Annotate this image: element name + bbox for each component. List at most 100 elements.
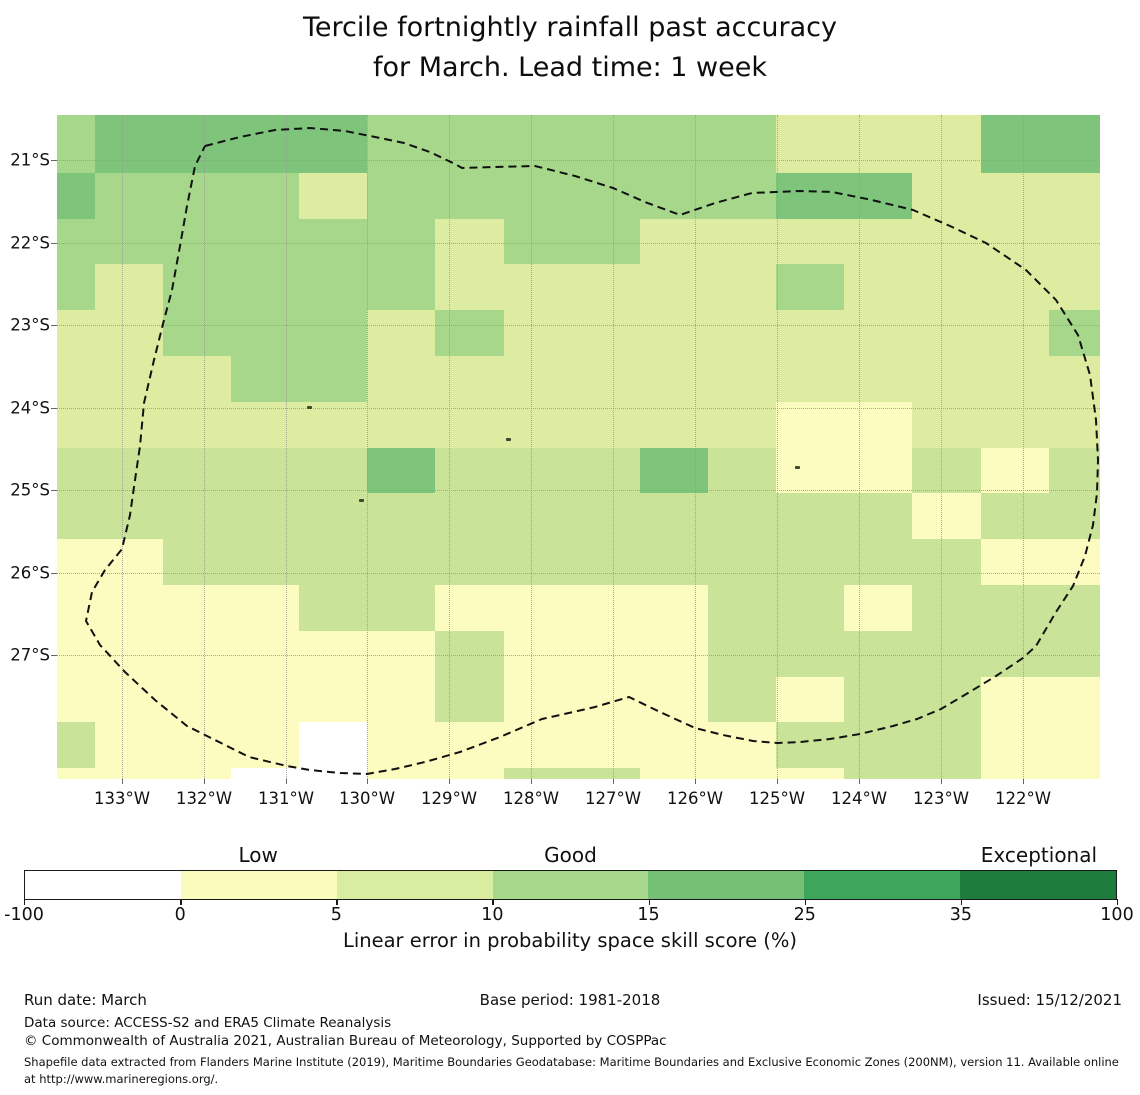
map-cell xyxy=(640,585,708,631)
lat-tick-label: 25°S xyxy=(10,480,50,500)
lon-tick-label: 133°W xyxy=(93,789,151,808)
map-cell xyxy=(435,402,504,448)
map-cell xyxy=(57,402,95,448)
map-cell xyxy=(981,173,1049,219)
map-cell xyxy=(435,539,504,585)
map-cell xyxy=(640,493,708,539)
map-cell xyxy=(504,768,572,779)
map-cell xyxy=(981,356,1049,402)
map-cell xyxy=(299,631,367,677)
map-cell xyxy=(299,448,367,493)
map-cell xyxy=(299,402,367,448)
data-source-text: Data source: ACCESS-S2 and ERA5 Climate … xyxy=(24,1015,392,1031)
grid-line-vertical xyxy=(204,115,205,779)
map-cell xyxy=(231,448,299,493)
map-cell xyxy=(981,402,1049,448)
map-cell xyxy=(572,264,640,310)
map-cell xyxy=(95,539,163,585)
map-cell xyxy=(912,677,981,722)
map-cell xyxy=(299,219,367,264)
map-cell xyxy=(844,219,912,264)
run-date-text: Run date: March xyxy=(24,991,147,1009)
legend-tick-mark xyxy=(1117,899,1119,905)
map-cell xyxy=(163,768,231,779)
map-cell xyxy=(708,310,776,356)
lat-tick-label: 23°S xyxy=(10,315,50,335)
map-cell xyxy=(504,115,572,173)
map-cell xyxy=(912,585,981,631)
map-cell xyxy=(912,115,981,173)
map-cell xyxy=(57,768,95,779)
grid-line-horizontal xyxy=(57,160,1100,161)
lat-tick-label: 27°S xyxy=(10,645,50,665)
lon-tick-label: 126°W xyxy=(666,789,724,808)
map-cell xyxy=(231,585,299,631)
map-cell xyxy=(912,219,981,264)
map-cell xyxy=(435,677,504,722)
map-cell xyxy=(572,310,640,356)
map-cell xyxy=(231,115,299,173)
map-cell xyxy=(1049,677,1100,722)
legend-segment xyxy=(804,871,961,899)
grid-line-horizontal xyxy=(57,243,1100,244)
lon-tick-mark xyxy=(1023,779,1024,784)
legend-segment xyxy=(648,871,805,899)
legend-colorbar xyxy=(24,870,1117,900)
map-cell xyxy=(640,264,708,310)
lon-tick-label: 125°W xyxy=(748,789,806,808)
map-cell xyxy=(776,402,844,448)
map-cell xyxy=(844,631,912,677)
map-cell xyxy=(435,448,504,493)
island-marker xyxy=(307,406,312,409)
map-cell xyxy=(912,448,981,493)
map-cell xyxy=(776,539,844,585)
map-cell xyxy=(844,448,912,493)
map-cell xyxy=(572,115,640,173)
lat-tick-mark xyxy=(51,243,57,244)
map-cell xyxy=(981,219,1049,264)
map-cell xyxy=(435,264,504,310)
map-cell xyxy=(708,448,776,493)
map-cell xyxy=(640,115,708,173)
legend-category-label: Exceptional xyxy=(980,843,1098,867)
map-cell xyxy=(708,115,776,173)
map-cell xyxy=(163,173,231,219)
map-cell xyxy=(57,310,95,356)
map-cell xyxy=(504,264,572,310)
map-cell xyxy=(708,585,776,631)
map-cell xyxy=(299,539,367,585)
map-cell xyxy=(708,539,776,585)
map-cell xyxy=(776,722,844,768)
grid-line-vertical xyxy=(613,115,614,779)
lat-tick-mark xyxy=(51,325,57,326)
grid-line-horizontal xyxy=(57,408,1100,409)
map-cell xyxy=(367,768,435,779)
map-cell xyxy=(163,356,231,402)
map-cell xyxy=(572,631,640,677)
map-cell xyxy=(844,264,912,310)
lat-tick-mark xyxy=(51,408,57,409)
map-cell xyxy=(708,722,776,768)
map-cell xyxy=(504,402,572,448)
map-cell xyxy=(776,264,844,310)
lat-tick-mark xyxy=(51,655,57,656)
map-cell xyxy=(708,768,776,779)
map-cell xyxy=(640,768,708,779)
lon-tick-label: 128°W xyxy=(502,789,560,808)
map-cell xyxy=(57,356,95,402)
map-cell xyxy=(572,722,640,768)
legend-tick-label: 10 xyxy=(481,905,504,925)
legend-tick-label: 100 xyxy=(1100,905,1134,925)
grid-line-vertical xyxy=(941,115,942,779)
island-marker xyxy=(795,466,800,469)
map-cell xyxy=(981,310,1049,356)
lat-tick-mark xyxy=(51,573,57,574)
map-cell xyxy=(708,264,776,310)
grid-line-vertical xyxy=(367,115,368,779)
map-cell xyxy=(163,448,231,493)
lon-tick-label: 123°W xyxy=(912,789,970,808)
map-cell xyxy=(367,493,435,539)
map-cell xyxy=(435,585,504,631)
legend-tick-mark xyxy=(24,899,26,905)
